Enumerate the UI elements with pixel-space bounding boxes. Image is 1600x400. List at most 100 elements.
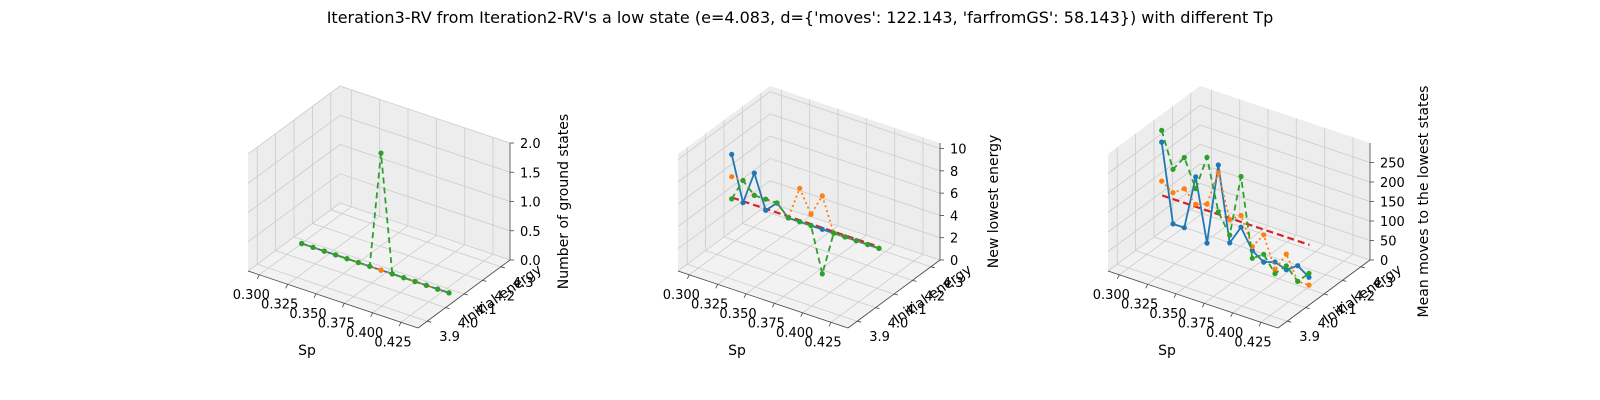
- series-3-point: [333, 252, 339, 258]
- series-3-point: [740, 177, 746, 184]
- y-tick-label: 3.9: [1299, 330, 1320, 345]
- series-3-point: [1215, 209, 1221, 215]
- y-tick: [1323, 293, 1329, 296]
- series-2-point: [808, 211, 814, 217]
- x-tick: [1145, 284, 1149, 289]
- z-axis-label: Mean moves to the lowest states: [1416, 86, 1432, 318]
- series-1-point: [1215, 162, 1221, 168]
- x-tick: [1173, 293, 1177, 298]
- series-1-point: [1159, 139, 1165, 145]
- y-tick: [1360, 266, 1365, 269]
- series-3-point: [876, 245, 882, 251]
- y-tick-label: 3.9: [439, 330, 460, 345]
- grid-line-z: [247, 173, 511, 243]
- series-3-point: [423, 282, 429, 288]
- series-3-point: [774, 200, 780, 206]
- z-tick-label: 0: [1380, 254, 1388, 269]
- y-tick: [893, 293, 899, 296]
- x-tick-label: 0.350: [719, 307, 756, 322]
- x-tick-label: 0.400: [776, 326, 813, 341]
- x-tick-label: 0.375: [318, 316, 355, 331]
- x-tick-label: 0.300: [663, 288, 700, 303]
- x-axis-label: Sp: [1158, 343, 1176, 359]
- grid-line-z: [1107, 183, 1371, 252]
- x-tick-label: 0.350: [289, 307, 326, 322]
- series-1-point: [1170, 221, 1176, 227]
- x-tick-label: 0.300: [233, 288, 270, 303]
- x-tick-label: 0.375: [748, 316, 785, 331]
- grid-line-z: [677, 135, 941, 205]
- series-1-point: [819, 226, 825, 232]
- x-tick: [686, 274, 690, 279]
- series-3-point: [751, 192, 757, 198]
- series-3-point: [797, 219, 803, 225]
- x-tick-label: 0.325: [1121, 297, 1158, 312]
- series-3-point: [1227, 232, 1233, 238]
- series-2-point: [819, 193, 825, 199]
- z-tick-label: 50: [1380, 235, 1397, 250]
- y-tick: [1305, 307, 1310, 309]
- z-tick-label: 0: [950, 254, 958, 269]
- series-1-point: [1193, 174, 1199, 180]
- y-tick: [482, 280, 487, 282]
- y-tick-label: 4.1: [1336, 303, 1357, 318]
- y-tick: [445, 307, 450, 309]
- series-3-point: [378, 150, 384, 156]
- series-3-point: [842, 234, 848, 240]
- grid-line-z: [677, 157, 941, 227]
- series-3-point: [389, 271, 395, 277]
- x-tick-label: 0.375: [1178, 316, 1215, 331]
- series-3-point: [401, 275, 407, 281]
- grid-line-z: [247, 144, 511, 213]
- series-3-point: [355, 259, 361, 266]
- series-2-point: [1227, 216, 1233, 223]
- series-3-point: [1170, 166, 1176, 172]
- grid-line-z: [247, 114, 511, 184]
- y-tick-label: 4.3: [513, 276, 534, 291]
- x-tick-label: 0.425: [804, 335, 841, 350]
- grid-line-z: [247, 85, 511, 155]
- grid: [247, 85, 511, 323]
- series-3-point: [367, 263, 373, 269]
- y-tick: [1287, 320, 1292, 323]
- series-3-point: [1238, 173, 1244, 180]
- y-tick: [1342, 280, 1347, 282]
- series-3-point: [1249, 255, 1255, 261]
- z-tick-label: 2: [950, 232, 958, 247]
- reference-line: [1161, 194, 1310, 246]
- y-tick-label: 4.0: [1318, 317, 1339, 332]
- grid-line-z: [677, 202, 941, 272]
- series-3-point: [785, 215, 791, 221]
- z-tick-label: 4: [950, 209, 958, 224]
- series-2-line: [1161, 169, 1310, 286]
- y-tick: [930, 266, 935, 269]
- z-axis-label: Number of ground states: [556, 114, 572, 289]
- x-tick-label: 0.400: [1206, 326, 1243, 341]
- x-tick-label: 0.325: [261, 297, 298, 312]
- x-axis-line: [677, 270, 849, 329]
- z-tick-label: 1.5: [520, 166, 541, 181]
- y-tick-label: 4.0: [888, 317, 909, 332]
- z-tick-label: 100: [1380, 215, 1405, 230]
- y-tick: [912, 280, 917, 282]
- y-tick: [875, 307, 880, 309]
- series-3-point: [1159, 127, 1165, 133]
- grid-line-z: [1107, 163, 1371, 233]
- series-3-point: [819, 271, 825, 277]
- series-2-point: [1181, 186, 1187, 192]
- z-tick-label: 6: [950, 187, 958, 202]
- grid-line-z: [1107, 105, 1371, 174]
- y-tick-label: 4.2: [1354, 289, 1375, 304]
- x-tick: [743, 293, 747, 298]
- grid: [677, 89, 941, 323]
- z-axis-label: New lowest energy: [986, 135, 1002, 269]
- x-tick: [370, 312, 374, 317]
- z-tick-label: 10: [950, 143, 967, 158]
- x-tick: [828, 322, 832, 327]
- series-3-point: [321, 248, 327, 254]
- series-3-point: [853, 238, 859, 244]
- y-tick-label: 4.2: [494, 289, 515, 304]
